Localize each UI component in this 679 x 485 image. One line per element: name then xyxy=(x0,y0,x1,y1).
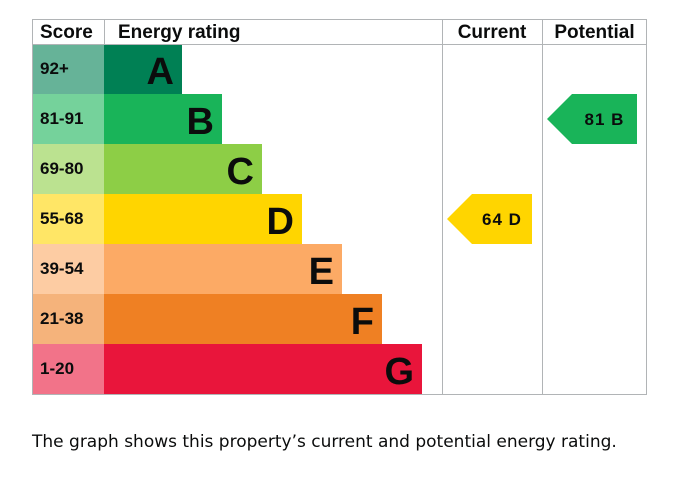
rating-bar-g xyxy=(104,344,422,394)
score-cell-g xyxy=(32,344,104,394)
header-current: Current xyxy=(458,22,527,43)
rating-bar-d xyxy=(104,194,302,244)
rating-letter-f: F xyxy=(351,301,374,343)
rating-letter-d: D xyxy=(267,201,294,243)
score-cell-f xyxy=(32,294,104,344)
score-cell-b xyxy=(32,94,104,144)
rating-letter-g: G xyxy=(384,351,414,393)
current-arrow xyxy=(447,194,532,244)
score-label-g: 1-20 xyxy=(40,359,74,378)
score-label-c: 69-80 xyxy=(40,159,83,178)
score-cell-a xyxy=(32,44,104,94)
rating-bar-b xyxy=(104,94,222,144)
header-score: Score xyxy=(40,22,93,43)
rating-letter-e: E xyxy=(309,251,334,293)
score-label-d: 55-68 xyxy=(40,209,83,228)
header-potential: Potential xyxy=(554,22,634,43)
score-label-b: 81-91 xyxy=(40,109,83,128)
rating-letter-c: C xyxy=(227,151,254,193)
score-label-a: 92+ xyxy=(40,59,69,78)
score-label-e: 39-54 xyxy=(40,259,84,278)
rating-bar-f xyxy=(104,294,382,344)
rating-bar-e xyxy=(104,244,342,294)
score-cell-d xyxy=(32,194,104,244)
rating-bar-a xyxy=(104,44,182,94)
rating-bar-c xyxy=(104,144,262,194)
rating-letter-a: A xyxy=(147,51,174,93)
potential-arrow xyxy=(547,94,637,144)
score-label-f: 21-38 xyxy=(40,309,83,328)
header-energy-rating: Energy rating xyxy=(118,22,240,43)
score-cell-e xyxy=(32,244,104,294)
potential-rating-label: 81 B xyxy=(585,110,625,129)
current-rating-label: 64 D xyxy=(482,210,522,229)
chart-caption: The graph shows this property’s current … xyxy=(32,432,617,452)
score-cell-c xyxy=(32,144,104,194)
rating-letter-b: B xyxy=(187,101,214,143)
